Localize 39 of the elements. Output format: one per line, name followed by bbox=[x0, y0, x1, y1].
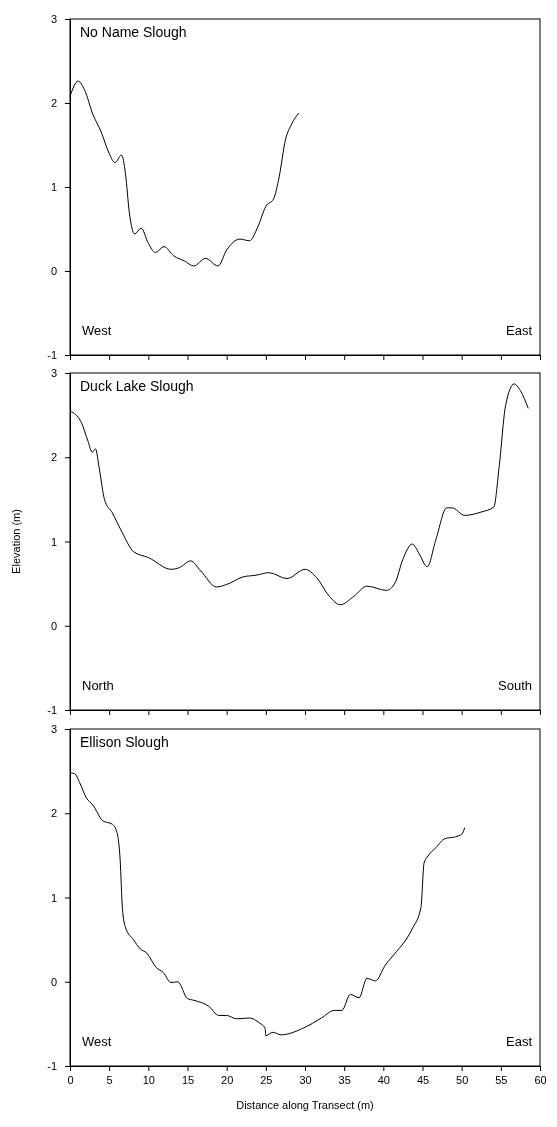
x-tick-label: 60 bbox=[534, 1073, 547, 1086]
x-tick-label: 0 bbox=[67, 1073, 74, 1086]
y-tick-label: -1 bbox=[47, 1060, 57, 1073]
x-tick-label: 50 bbox=[456, 1073, 469, 1086]
annotation: East bbox=[505, 323, 533, 338]
y-tick-label: 1 bbox=[50, 535, 57, 548]
y-tick-label: -1 bbox=[47, 704, 57, 717]
y-tick-label: 1 bbox=[50, 181, 57, 194]
chart-title: Duck Lake Slough bbox=[80, 378, 194, 394]
y-tick-label: 0 bbox=[50, 619, 57, 632]
x-axis-title: Distance along Transect (m) bbox=[236, 1099, 374, 1111]
x-tick-label: 30 bbox=[299, 1073, 312, 1086]
x-tick-label: 45 bbox=[416, 1073, 430, 1086]
annotation: South bbox=[498, 678, 532, 693]
annotation: North bbox=[82, 678, 114, 693]
y-tick-label: 0 bbox=[50, 265, 57, 278]
y-tick-label: 2 bbox=[50, 451, 57, 464]
y-tick-label: 0 bbox=[50, 975, 57, 988]
y-tick-label: 2 bbox=[50, 97, 57, 110]
chart-title: Ellison Slough bbox=[80, 734, 169, 750]
y-tick-label: -1 bbox=[47, 349, 57, 362]
y-axis-title: Elevation (m) bbox=[10, 509, 22, 574]
annotation: West bbox=[82, 323, 112, 338]
x-tick-label: 40 bbox=[377, 1073, 390, 1086]
chart-title: No Name Slough bbox=[80, 24, 187, 40]
y-tick-label: 3 bbox=[50, 367, 57, 380]
x-tick-label: 55 bbox=[495, 1073, 508, 1086]
annotation: West bbox=[82, 1034, 112, 1049]
x-tick-label: 35 bbox=[338, 1073, 351, 1086]
x-tick-label: 5 bbox=[106, 1073, 113, 1086]
y-tick-label: 1 bbox=[50, 891, 57, 904]
y-tick-label: 2 bbox=[50, 807, 57, 820]
y-tick-label: 3 bbox=[50, 13, 57, 26]
annotation: East bbox=[505, 1034, 533, 1049]
x-tick-label: 10 bbox=[142, 1073, 155, 1086]
x-tick-label: 15 bbox=[181, 1073, 195, 1086]
y-tick-label: 3 bbox=[50, 723, 57, 736]
x-tick-label: 25 bbox=[260, 1073, 273, 1086]
x-tick-label: 20 bbox=[221, 1073, 234, 1086]
